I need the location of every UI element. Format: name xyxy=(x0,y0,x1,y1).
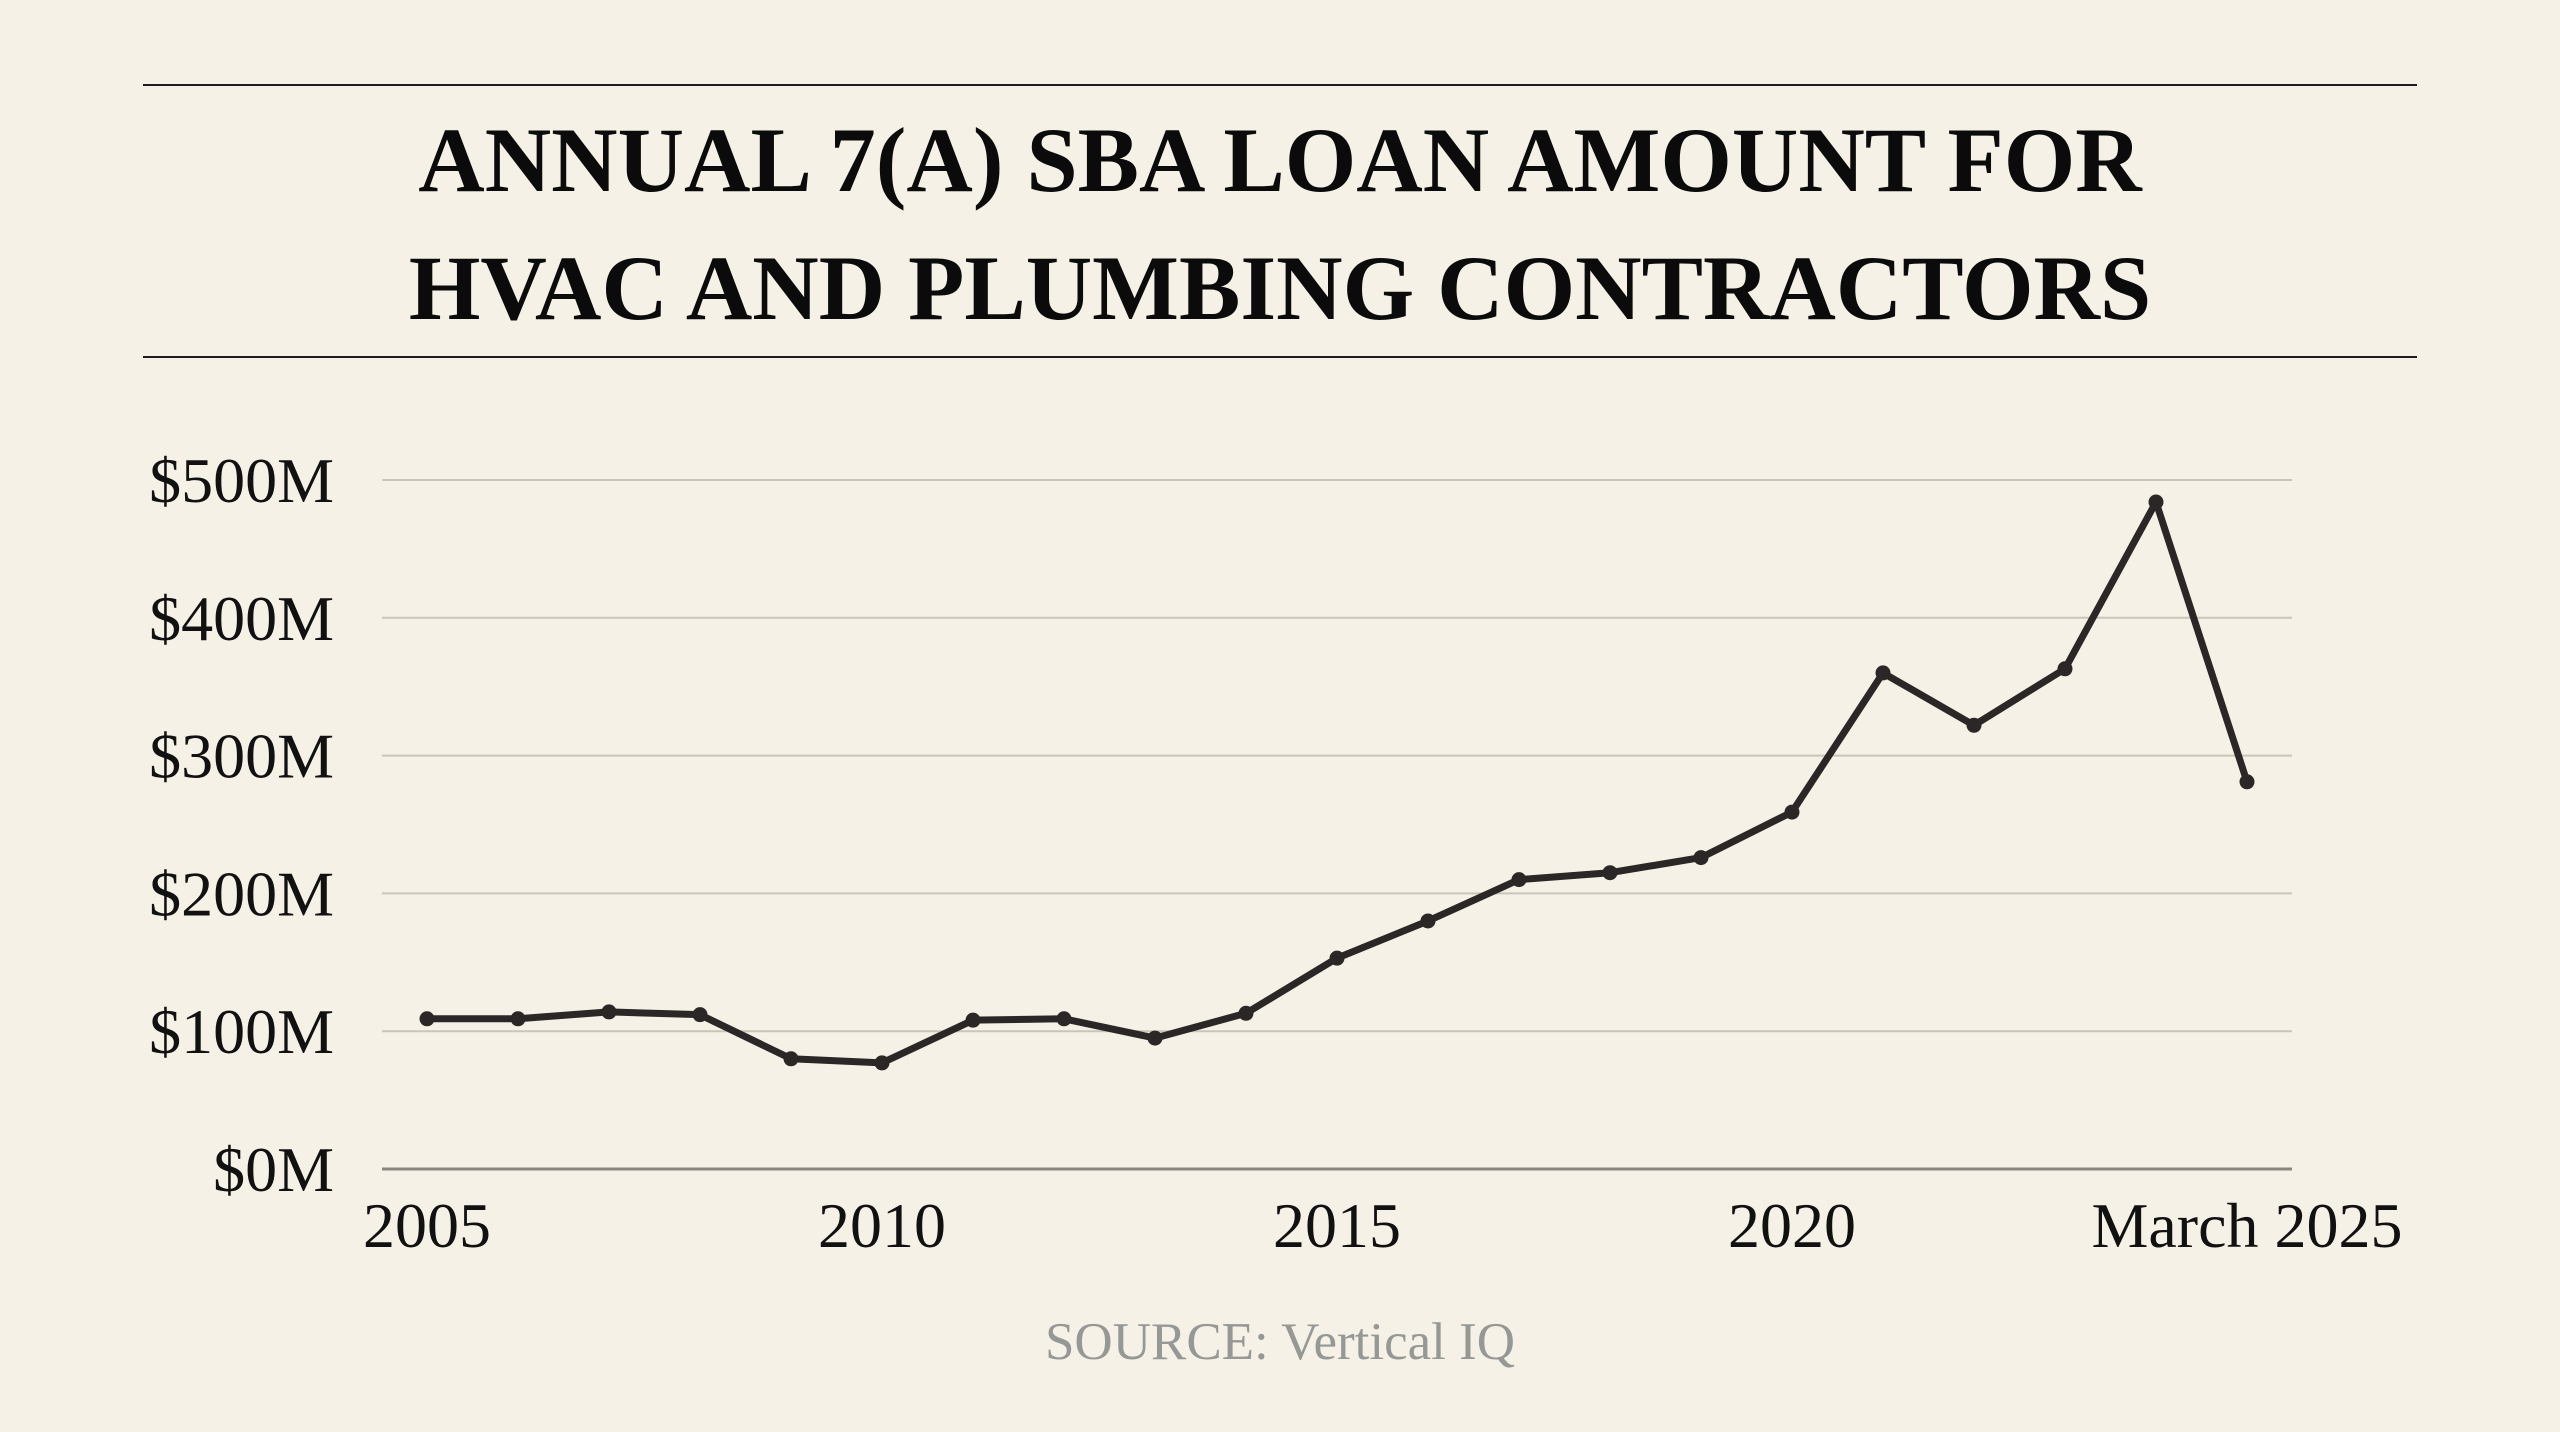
y-tick-label: $100M xyxy=(149,996,334,1067)
data-point-marker xyxy=(601,1004,617,1020)
x-tick-label: 2005 xyxy=(363,1190,491,1261)
data-point-marker xyxy=(692,1007,708,1023)
y-axis-labels: $0M $100M $200M $300M $400M $500M xyxy=(149,445,334,1205)
x-tick-label: 2015 xyxy=(1273,1190,1401,1261)
source-note: SOURCE: Vertical IQ xyxy=(1044,1313,1516,1371)
x-tick-label: 2010 xyxy=(818,1190,946,1261)
gridlines xyxy=(382,479,2292,1171)
y-tick-label: $0M xyxy=(213,1134,334,1205)
data-point-marker xyxy=(1238,1005,1254,1021)
data-point-marker xyxy=(2148,494,2164,510)
y-tick-label: $300M xyxy=(149,721,334,792)
data-point-marker xyxy=(1056,1011,1072,1027)
y-tick-label: $500M xyxy=(149,445,334,516)
data-point-marker xyxy=(1147,1030,1163,1046)
title-bottom-rule xyxy=(143,356,2417,358)
data-point-marker xyxy=(510,1011,526,1027)
data-point-marker xyxy=(965,1012,981,1028)
data-point-marker xyxy=(1784,804,1800,820)
data-point-marker xyxy=(1875,665,1891,681)
data-point-marker xyxy=(1693,850,1709,866)
data-point-marker xyxy=(2057,661,2073,677)
x-axis-labels: 2005 2010 2015 2020 March 2025 xyxy=(363,1190,2403,1261)
data-point-marker xyxy=(1511,872,1527,888)
chart-title: ANNUAL 7(A) SBA LOAN AMOUNT FOR HVAC AND… xyxy=(0,96,2560,352)
series-line xyxy=(423,498,2251,1067)
chart-title-line-1: ANNUAL 7(A) SBA LOAN AMOUNT FOR xyxy=(418,109,2142,211)
title-top-rule xyxy=(143,84,2417,86)
x-tick-label: 2020 xyxy=(1728,1190,1856,1261)
data-point-marker xyxy=(1602,865,1618,881)
data-point-marker xyxy=(1329,950,1345,966)
data-point-marker xyxy=(1966,717,1982,733)
data-point-marker xyxy=(1420,913,1436,929)
data-point-marker xyxy=(783,1051,799,1067)
data-point-marker xyxy=(419,1011,435,1027)
chart-title-line-2: HVAC AND PLUMBING CONTRACTORS xyxy=(408,237,2152,339)
data-point-marker xyxy=(874,1055,890,1071)
data-series xyxy=(419,494,2255,1071)
x-tick-label: March 2025 xyxy=(2091,1190,2402,1261)
y-tick-label: $400M xyxy=(149,583,334,654)
y-tick-label: $200M xyxy=(149,858,334,929)
data-point-marker xyxy=(2239,774,2255,790)
